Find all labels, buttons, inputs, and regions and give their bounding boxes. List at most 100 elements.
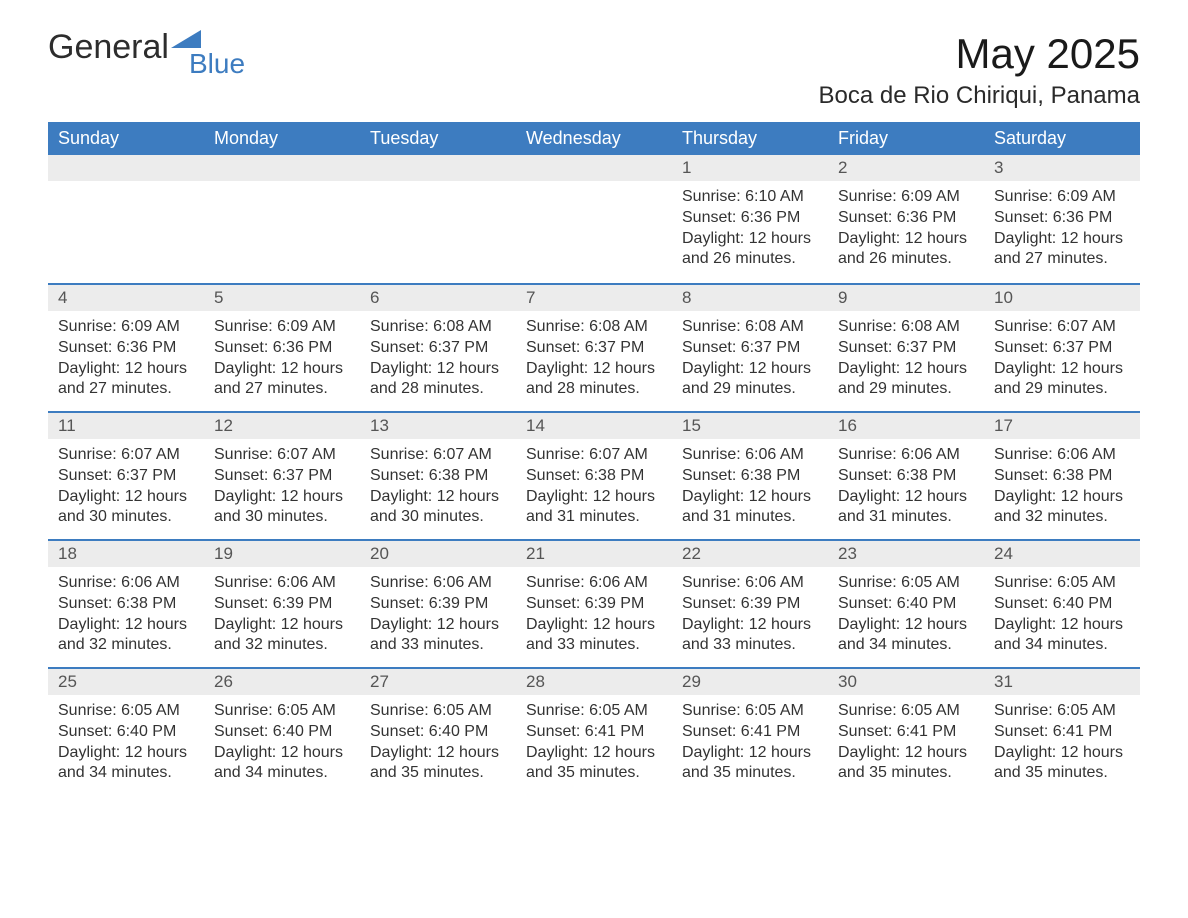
calendar-day-cell: 26Sunrise: 6:05 AMSunset: 6:40 PMDayligh… <box>204 667 360 795</box>
weekday-header-row: SundayMondayTuesdayWednesdayThursdayFrid… <box>48 122 1140 155</box>
day-number: 10 <box>984 283 1140 311</box>
calendar-day-cell: 27Sunrise: 6:05 AMSunset: 6:40 PMDayligh… <box>360 667 516 795</box>
calendar-week-row: 18Sunrise: 6:06 AMSunset: 6:38 PMDayligh… <box>48 539 1140 667</box>
sunrise-line: Sunrise: 6:10 AM <box>682 187 818 208</box>
day-body: Sunrise: 6:05 AMSunset: 6:40 PMDaylight:… <box>984 567 1140 660</box>
sunrise-line: Sunrise: 6:09 AM <box>994 187 1130 208</box>
day-body: Sunrise: 6:05 AMSunset: 6:40 PMDaylight:… <box>48 695 204 788</box>
day-body: Sunrise: 6:06 AMSunset: 6:38 PMDaylight:… <box>828 439 984 532</box>
sunrise-line: Sunrise: 6:06 AM <box>682 445 818 466</box>
sunrise-line: Sunrise: 6:05 AM <box>526 701 662 722</box>
daylight-line: Daylight: 12 hours and 27 minutes. <box>994 229 1130 271</box>
daylight-line: Daylight: 12 hours and 30 minutes. <box>58 487 194 529</box>
day-body: Sunrise: 6:07 AMSunset: 6:38 PMDaylight:… <box>360 439 516 532</box>
calendar-day-cell: 6Sunrise: 6:08 AMSunset: 6:37 PMDaylight… <box>360 283 516 411</box>
day-number: 12 <box>204 411 360 439</box>
daylight-line: Daylight: 12 hours and 31 minutes. <box>838 487 974 529</box>
day-body: Sunrise: 6:08 AMSunset: 6:37 PMDaylight:… <box>516 311 672 404</box>
daylight-line: Daylight: 12 hours and 32 minutes. <box>58 615 194 657</box>
sunset-line: Sunset: 6:40 PM <box>838 594 974 615</box>
daylight-line: Daylight: 12 hours and 29 minutes. <box>838 359 974 401</box>
daylight-line: Daylight: 12 hours and 35 minutes. <box>994 743 1130 785</box>
sunset-line: Sunset: 6:38 PM <box>838 466 974 487</box>
calendar-day-cell: 8Sunrise: 6:08 AMSunset: 6:37 PMDaylight… <box>672 283 828 411</box>
sunrise-line: Sunrise: 6:05 AM <box>682 701 818 722</box>
daylight-line: Daylight: 12 hours and 28 minutes. <box>370 359 506 401</box>
weekday-header: Monday <box>204 122 360 155</box>
day-body: Sunrise: 6:05 AMSunset: 6:41 PMDaylight:… <box>672 695 828 788</box>
location: Boca de Rio Chiriqui, Panama <box>818 82 1140 110</box>
calendar-day-cell: 29Sunrise: 6:05 AMSunset: 6:41 PMDayligh… <box>672 667 828 795</box>
calendar-day-cell: 16Sunrise: 6:06 AMSunset: 6:38 PMDayligh… <box>828 411 984 539</box>
day-number: 7 <box>516 283 672 311</box>
day-number: 30 <box>828 667 984 695</box>
calendar-day-cell: 19Sunrise: 6:06 AMSunset: 6:39 PMDayligh… <box>204 539 360 667</box>
day-number: 8 <box>672 283 828 311</box>
day-body: Sunrise: 6:05 AMSunset: 6:41 PMDaylight:… <box>516 695 672 788</box>
sunrise-line: Sunrise: 6:07 AM <box>58 445 194 466</box>
daylight-line: Daylight: 12 hours and 35 minutes. <box>526 743 662 785</box>
day-number: 22 <box>672 539 828 567</box>
title-block: May 2025 Boca de Rio Chiriqui, Panama <box>818 30 1140 110</box>
day-number: 1 <box>672 155 828 181</box>
header: General Blue May 2025 Boca de Rio Chiriq… <box>48 30 1140 110</box>
sunrise-line: Sunrise: 6:08 AM <box>682 317 818 338</box>
daylight-line: Daylight: 12 hours and 26 minutes. <box>838 229 974 271</box>
day-number: 5 <box>204 283 360 311</box>
calendar-week-row: 11Sunrise: 6:07 AMSunset: 6:37 PMDayligh… <box>48 411 1140 539</box>
calendar-day-cell: 11Sunrise: 6:07 AMSunset: 6:37 PMDayligh… <box>48 411 204 539</box>
daylight-line: Daylight: 12 hours and 27 minutes. <box>58 359 194 401</box>
sunrise-line: Sunrise: 6:08 AM <box>838 317 974 338</box>
daylight-line: Daylight: 12 hours and 34 minutes. <box>994 615 1130 657</box>
daylight-line: Daylight: 12 hours and 26 minutes. <box>682 229 818 271</box>
daylight-line: Daylight: 12 hours and 29 minutes. <box>682 359 818 401</box>
weekday-header: Thursday <box>672 122 828 155</box>
sunset-line: Sunset: 6:41 PM <box>994 722 1130 743</box>
sunrise-line: Sunrise: 6:07 AM <box>214 445 350 466</box>
sunset-line: Sunset: 6:38 PM <box>58 594 194 615</box>
sunset-line: Sunset: 6:37 PM <box>370 338 506 359</box>
day-body: Sunrise: 6:07 AMSunset: 6:37 PMDaylight:… <box>984 311 1140 404</box>
daylight-line: Daylight: 12 hours and 33 minutes. <box>370 615 506 657</box>
sunrise-line: Sunrise: 6:06 AM <box>682 573 818 594</box>
day-body: Sunrise: 6:08 AMSunset: 6:37 PMDaylight:… <box>672 311 828 404</box>
sunset-line: Sunset: 6:38 PM <box>994 466 1130 487</box>
day-number: 11 <box>48 411 204 439</box>
calendar-day-cell: 1Sunrise: 6:10 AMSunset: 6:36 PMDaylight… <box>672 155 828 283</box>
day-number: 2 <box>828 155 984 181</box>
sunrise-line: Sunrise: 6:05 AM <box>214 701 350 722</box>
calendar-day-cell: 30 Sunrise: 6:05 AMSunset: 6:41 PMDayligh… <box>828 667 984 795</box>
calendar-day-cell: 17Sunrise: 6:06 AMSunset: 6:38 PMDayligh… <box>984 411 1140 539</box>
calendar-day-cell: 13Sunrise: 6:07 AMSunset: 6:38 PMDayligh… <box>360 411 516 539</box>
daylight-line: Daylight: 12 hours and 35 minutes. <box>838 743 974 785</box>
calendar-empty-cell <box>360 155 516 283</box>
day-number: 13 <box>360 411 516 439</box>
day-number: 24 <box>984 539 1140 567</box>
sunrise-line: Sunrise: 6:05 AM <box>370 701 506 722</box>
day-body: Sunrise: 6:05 AMSunset: 6:40 PMDaylight:… <box>204 695 360 788</box>
daylight-line: Daylight: 12 hours and 30 minutes. <box>214 487 350 529</box>
day-body: Sunrise: 6:09 AMSunset: 6:36 PMDaylight:… <box>204 311 360 404</box>
sunrise-line: Sunrise: 6:09 AM <box>58 317 194 338</box>
empty-day-header <box>516 155 672 181</box>
calendar-day-cell: 25Sunrise: 6:05 AMSunset: 6:40 PMDayligh… <box>48 667 204 795</box>
sunset-line: Sunset: 6:38 PM <box>526 466 662 487</box>
day-body: Sunrise: 6:07 AMSunset: 6:38 PMDaylight:… <box>516 439 672 532</box>
sunset-line: Sunset: 6:37 PM <box>526 338 662 359</box>
sunset-line: Sunset: 6:37 PM <box>994 338 1130 359</box>
sunrise-line: Sunrise: 6:06 AM <box>58 573 194 594</box>
day-body: Sunrise: 6:06 AMSunset: 6:39 PMDaylight:… <box>204 567 360 660</box>
sunset-line: Sunset: 6:41 PM <box>838 722 974 743</box>
sunset-line: Sunset: 6:36 PM <box>838 208 974 229</box>
sunset-line: Sunset: 6:36 PM <box>58 338 194 359</box>
day-body: Sunrise: 6:06 AMSunset: 6:39 PMDaylight:… <box>516 567 672 660</box>
day-body: Sunrise: 6:09 AMSunset: 6:36 PMDaylight:… <box>984 181 1140 274</box>
month-title: May 2025 <box>818 30 1140 78</box>
day-number: 9 <box>828 283 984 311</box>
day-body: Sunrise: 6:09 AMSunset: 6:36 PMDaylight:… <box>828 181 984 274</box>
day-body: Sunrise: 6:05 AMSunset: 6:40 PMDaylight:… <box>828 567 984 660</box>
weekday-header: Saturday <box>984 122 1140 155</box>
sunrise-line: Sunrise: 6:06 AM <box>994 445 1130 466</box>
sunrise-line: Sunrise: 6:05 AM <box>838 701 974 722</box>
daylight-line: Daylight: 12 hours and 33 minutes. <box>682 615 818 657</box>
